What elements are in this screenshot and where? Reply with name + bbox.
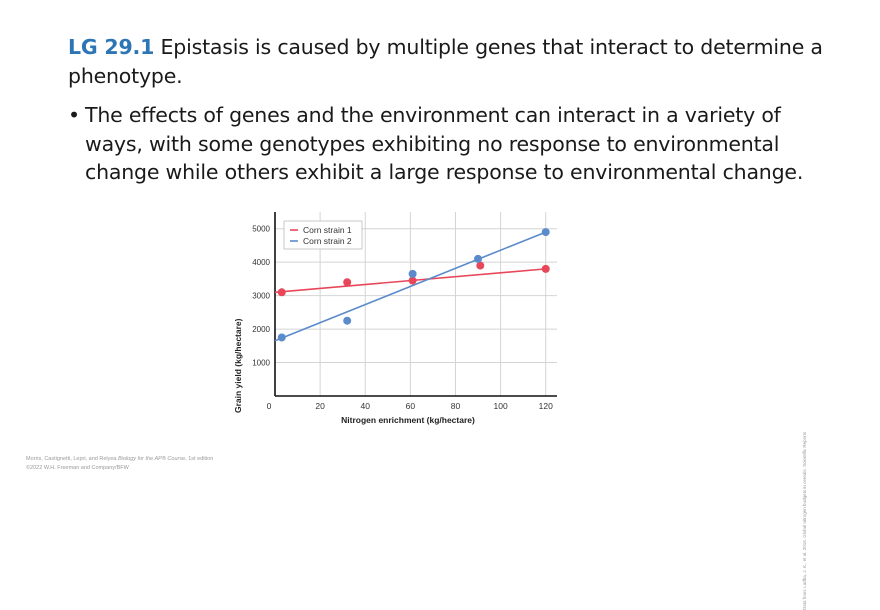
bullet-text: The effects of genes and the environment… xyxy=(85,103,804,184)
x-tick-label: 100 xyxy=(494,401,508,411)
x-tick-label: 20 xyxy=(315,401,325,411)
y-tick-label: 4000 xyxy=(252,258,270,267)
trendline-strain-2 xyxy=(274,231,547,342)
grain-yield-chart: 1000 2000 3000 4000 5000 0 20 40 60 80 100 120 Nitro… xyxy=(225,205,807,610)
x-tick-label: 60 xyxy=(406,401,416,411)
slide: LG 29.1 Epistasis is caused by multiple … xyxy=(26,33,828,610)
x-axis-label: Nitrogen enrichment (kg/hectare) xyxy=(341,415,475,425)
data-point-strain-2 xyxy=(541,228,550,237)
data-point-strain-2 xyxy=(343,316,352,325)
slide-heading: LG 29.1 Epistasis is caused by multiple … xyxy=(68,33,828,91)
x-tick-label: 80 xyxy=(451,401,461,411)
y-tick-label: 2000 xyxy=(252,325,270,334)
bullet-marker: • xyxy=(68,103,80,127)
citation-line-2: ©2022 W.H. Freeman and Company/BFW xyxy=(26,465,129,471)
bullet-point: • The effects of genes and the environme… xyxy=(68,101,828,187)
x-tick-label: 40 xyxy=(361,401,371,411)
chart-canvas: 1000 2000 3000 4000 5000 0 20 40 60 80 100 120 Nitro… xyxy=(252,212,557,425)
legend-box xyxy=(283,220,363,250)
data-source-credit: Data from: Ladha, J. K., et al. 2016. Gl… xyxy=(802,431,807,610)
x-tick-label: 0 xyxy=(267,401,272,411)
data-point-strain-2 xyxy=(474,254,483,263)
data-point-strain-2 xyxy=(277,333,286,342)
heading-text: Epistasis is caused by multiple genes th… xyxy=(68,35,823,88)
citation-line-1: Morris, Castignetti, Lepri, and Relyea B… xyxy=(26,456,214,462)
y-axis-label: Grain yield (kg/hectare) xyxy=(233,318,243,413)
data-point-strain-1 xyxy=(541,264,550,273)
citation-footer: Morris, Castignetti, Lepri, and Relyea B… xyxy=(26,455,213,473)
data-point-strain-1 xyxy=(277,288,286,297)
data-point-strain-1 xyxy=(476,261,485,270)
x-tick-label: 120 xyxy=(539,401,553,411)
data-point-strain-2 xyxy=(408,269,417,278)
data-point-strain-1 xyxy=(408,276,417,285)
legend-label-strain-2: Corn strain 2 xyxy=(303,236,352,246)
y-tick-label: 5000 xyxy=(252,225,270,234)
learning-goal-tag: LG 29.1 xyxy=(68,35,155,59)
y-tick-label: 3000 xyxy=(252,292,270,301)
legend-label-strain-1: Corn strain 1 xyxy=(303,225,352,235)
data-point-strain-1 xyxy=(343,278,352,287)
y-tick-label: 1000 xyxy=(252,359,270,368)
